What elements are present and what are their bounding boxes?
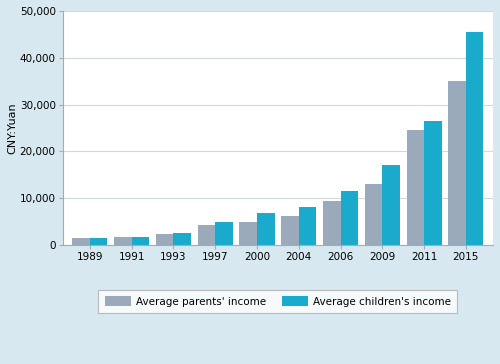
- Y-axis label: CNY:Yuan: CNY:Yuan: [7, 102, 17, 154]
- Bar: [240, 222, 257, 245]
- Bar: [174, 233, 191, 245]
- Bar: [406, 130, 424, 245]
- Bar: [424, 121, 442, 245]
- Bar: [281, 216, 299, 245]
- Bar: [132, 237, 149, 245]
- Bar: [340, 191, 358, 245]
- Bar: [382, 166, 400, 245]
- Bar: [323, 201, 340, 245]
- Bar: [448, 81, 466, 245]
- Bar: [72, 238, 90, 245]
- Bar: [365, 184, 382, 245]
- Bar: [156, 234, 174, 245]
- Bar: [215, 222, 232, 245]
- Bar: [198, 225, 215, 245]
- Bar: [114, 237, 132, 245]
- Legend: Average parents' income, Average children's income: Average parents' income, Average childre…: [98, 290, 457, 313]
- Bar: [466, 32, 483, 245]
- Bar: [257, 213, 274, 245]
- Bar: [299, 207, 316, 245]
- Bar: [90, 238, 108, 245]
